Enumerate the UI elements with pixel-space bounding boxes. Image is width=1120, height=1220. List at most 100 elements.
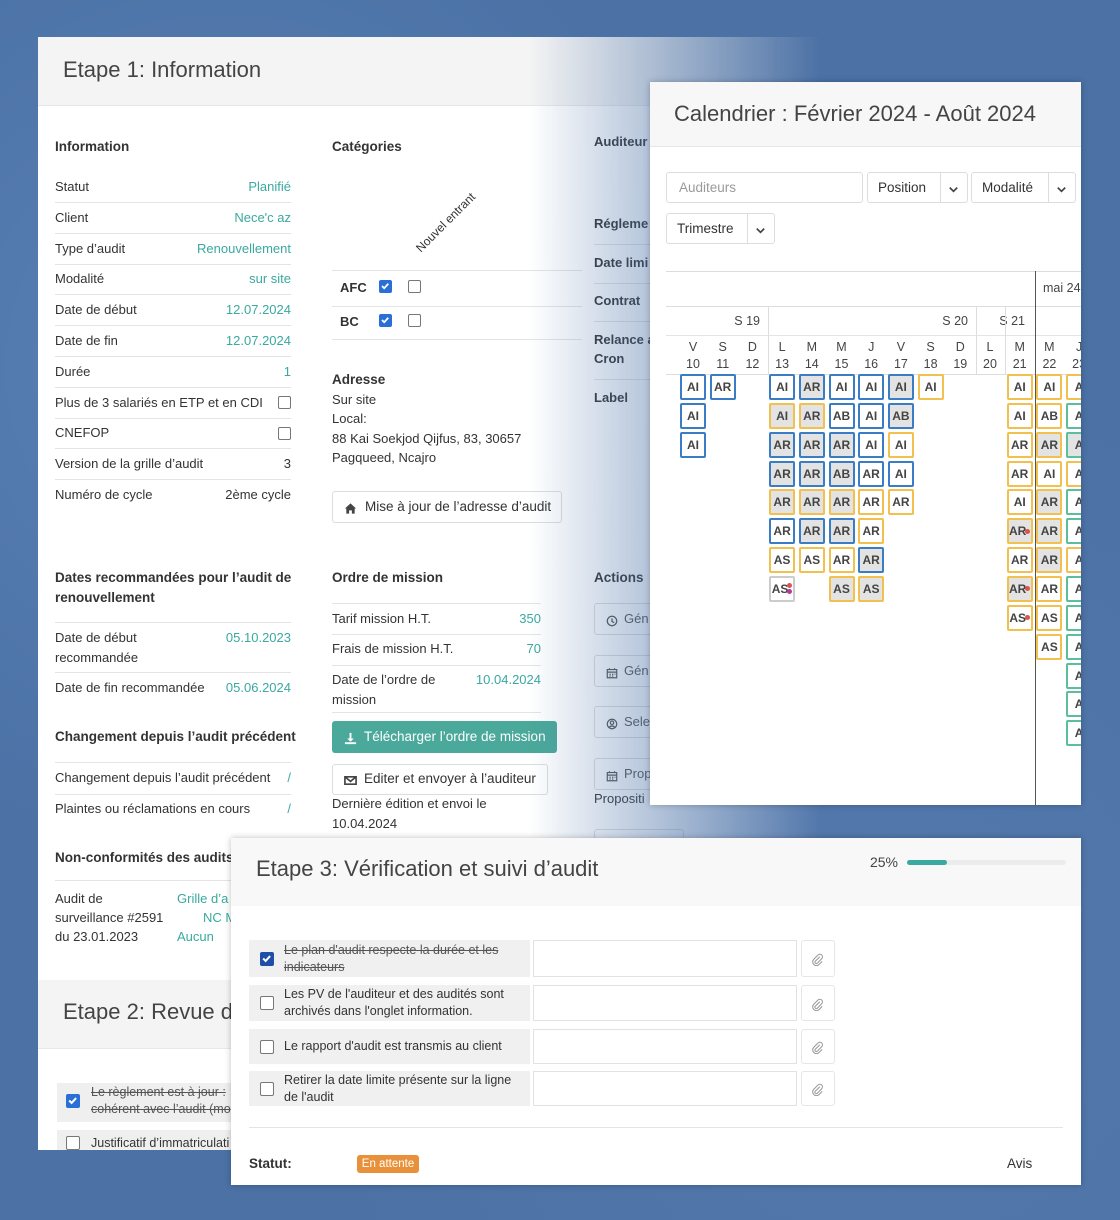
checkbox[interactable] (378, 313, 392, 327)
audit-badge[interactable]: AI (858, 374, 885, 400)
audit-badge[interactable]: AR (798, 518, 825, 545)
audit-badge[interactable]: A (1066, 518, 1081, 545)
audit-badge[interactable]: AB (828, 460, 855, 487)
audit-badge[interactable]: AR (1006, 431, 1033, 458)
audit-badge[interactable]: AB (1036, 402, 1063, 429)
audit-badge[interactable]: AS (1006, 604, 1033, 631)
audit-badge[interactable]: AR (828, 547, 855, 574)
audit-badge[interactable]: AR (769, 460, 796, 487)
button[interactable] (332, 491, 562, 523)
audit-badge[interactable]: AI (1036, 460, 1063, 487)
audit-badge[interactable]: AB (828, 402, 855, 429)
checkbox[interactable] (260, 1039, 274, 1054)
comment-input[interactable] (533, 1029, 797, 1064)
button[interactable] (801, 1029, 835, 1064)
audit-badge[interactable]: AI (1006, 489, 1033, 516)
audit-badge[interactable]: AI (887, 431, 914, 458)
audit-badge[interactable]: AR (828, 489, 855, 516)
checkbox[interactable] (407, 279, 421, 293)
audit-badge[interactable]: A (1066, 662, 1081, 689)
audit-badge[interactable]: AS (858, 575, 885, 602)
audit-badge[interactable]: AR (858, 547, 885, 574)
button[interactable] (801, 985, 835, 1021)
button[interactable] (332, 764, 548, 795)
checkbox[interactable] (378, 279, 392, 293)
checkbox[interactable] (407, 313, 421, 327)
search-input[interactable] (666, 172, 863, 203)
audit-badge[interactable]: AI (917, 374, 944, 400)
checkbox[interactable] (260, 951, 274, 966)
audit-badge[interactable]: AR (1036, 489, 1063, 516)
audit-badge[interactable]: AR (828, 431, 855, 458)
audit-badge[interactable]: AR (798, 374, 825, 400)
button[interactable] (801, 1071, 835, 1106)
audit-badge[interactable]: AI (680, 431, 706, 458)
button[interactable] (666, 213, 775, 244)
button[interactable] (971, 172, 1076, 203)
audit-badge[interactable]: AR (1036, 518, 1063, 545)
audit-badge[interactable]: AI (680, 402, 706, 429)
audit-badge[interactable]: AS (769, 547, 796, 574)
checkbox[interactable] (260, 1081, 274, 1096)
audit-badge[interactable]: AI (680, 374, 706, 400)
audit-badge[interactable]: A (1066, 720, 1081, 747)
audit-badge[interactable]: AR (1006, 518, 1033, 545)
comment-input[interactable] (533, 940, 797, 977)
audit-badge[interactable]: A (1066, 633, 1081, 660)
button[interactable] (332, 721, 557, 753)
audit-badge[interactable]: AR (769, 431, 796, 458)
audit-badge[interactable]: AR (858, 489, 885, 516)
audit-badge[interactable]: A (1066, 402, 1081, 429)
audit-badge[interactable]: AI (769, 374, 796, 400)
audit-badge[interactable]: AI (858, 402, 885, 429)
audit-badge[interactable]: A (1066, 374, 1081, 400)
audit-badge[interactable]: AI (828, 374, 855, 400)
audit-badge[interactable]: AI (887, 460, 914, 487)
audit-badge[interactable]: AR (1036, 431, 1063, 458)
audit-badge[interactable]: AR (1006, 575, 1033, 602)
audit-badge[interactable]: AR (798, 460, 825, 487)
audit-badge[interactable]: AR (769, 518, 796, 545)
audit-badge[interactable]: AR (887, 489, 914, 516)
audit-badge[interactable]: AR (1036, 575, 1063, 602)
audit-badge[interactable]: A (1066, 431, 1081, 458)
audit-badge[interactable]: AI (1036, 374, 1063, 400)
audit-badge[interactable]: A (1066, 604, 1081, 631)
audit-badge[interactable]: AI (887, 374, 914, 400)
audit-badge[interactable]: AS (769, 575, 796, 602)
audit-badge[interactable]: AS (1036, 604, 1063, 631)
button[interactable] (867, 172, 968, 203)
audit-badge[interactable]: AI (1006, 402, 1033, 429)
checkbox[interactable] (277, 426, 291, 440)
audit-badge[interactable]: AI (858, 431, 885, 458)
audit-badge[interactable]: AR (798, 402, 825, 429)
checkbox[interactable] (277, 396, 291, 410)
audit-badge[interactable]: AI (769, 402, 796, 429)
audit-badge[interactable]: AI (1006, 374, 1033, 400)
comment-input[interactable] (533, 1071, 797, 1106)
audit-badge[interactable]: AR (769, 489, 796, 516)
checkbox[interactable] (260, 996, 274, 1010)
audit-badge[interactable]: AS (1036, 633, 1063, 660)
audit-badge[interactable]: A (1066, 575, 1081, 602)
audit-badge[interactable]: AR (858, 460, 885, 487)
audit-badge[interactable]: AR (798, 489, 825, 516)
audit-badge[interactable]: AR (798, 431, 825, 458)
audit-badge[interactable]: AR (828, 518, 855, 545)
audit-badge[interactable]: A (1066, 489, 1081, 516)
audit-badge[interactable]: AS (828, 575, 855, 602)
checkbox[interactable] (66, 1136, 80, 1150)
audit-badge[interactable]: AR (709, 374, 736, 400)
audit-badge[interactable]: AR (1006, 547, 1033, 574)
audit-badge[interactable]: AR (858, 518, 885, 545)
button[interactable] (801, 940, 835, 977)
audit-badge[interactable]: AR (1036, 547, 1063, 574)
audit-badge[interactable]: AS (798, 547, 825, 574)
audit-badge[interactable]: A (1066, 460, 1081, 487)
comment-input[interactable] (533, 985, 797, 1021)
checkbox[interactable] (66, 1094, 80, 1108)
audit-badge[interactable]: AR (1006, 460, 1033, 487)
audit-badge[interactable]: A (1066, 691, 1081, 718)
audit-badge[interactable]: AB (887, 402, 914, 429)
audit-badge[interactable]: A (1066, 547, 1081, 574)
